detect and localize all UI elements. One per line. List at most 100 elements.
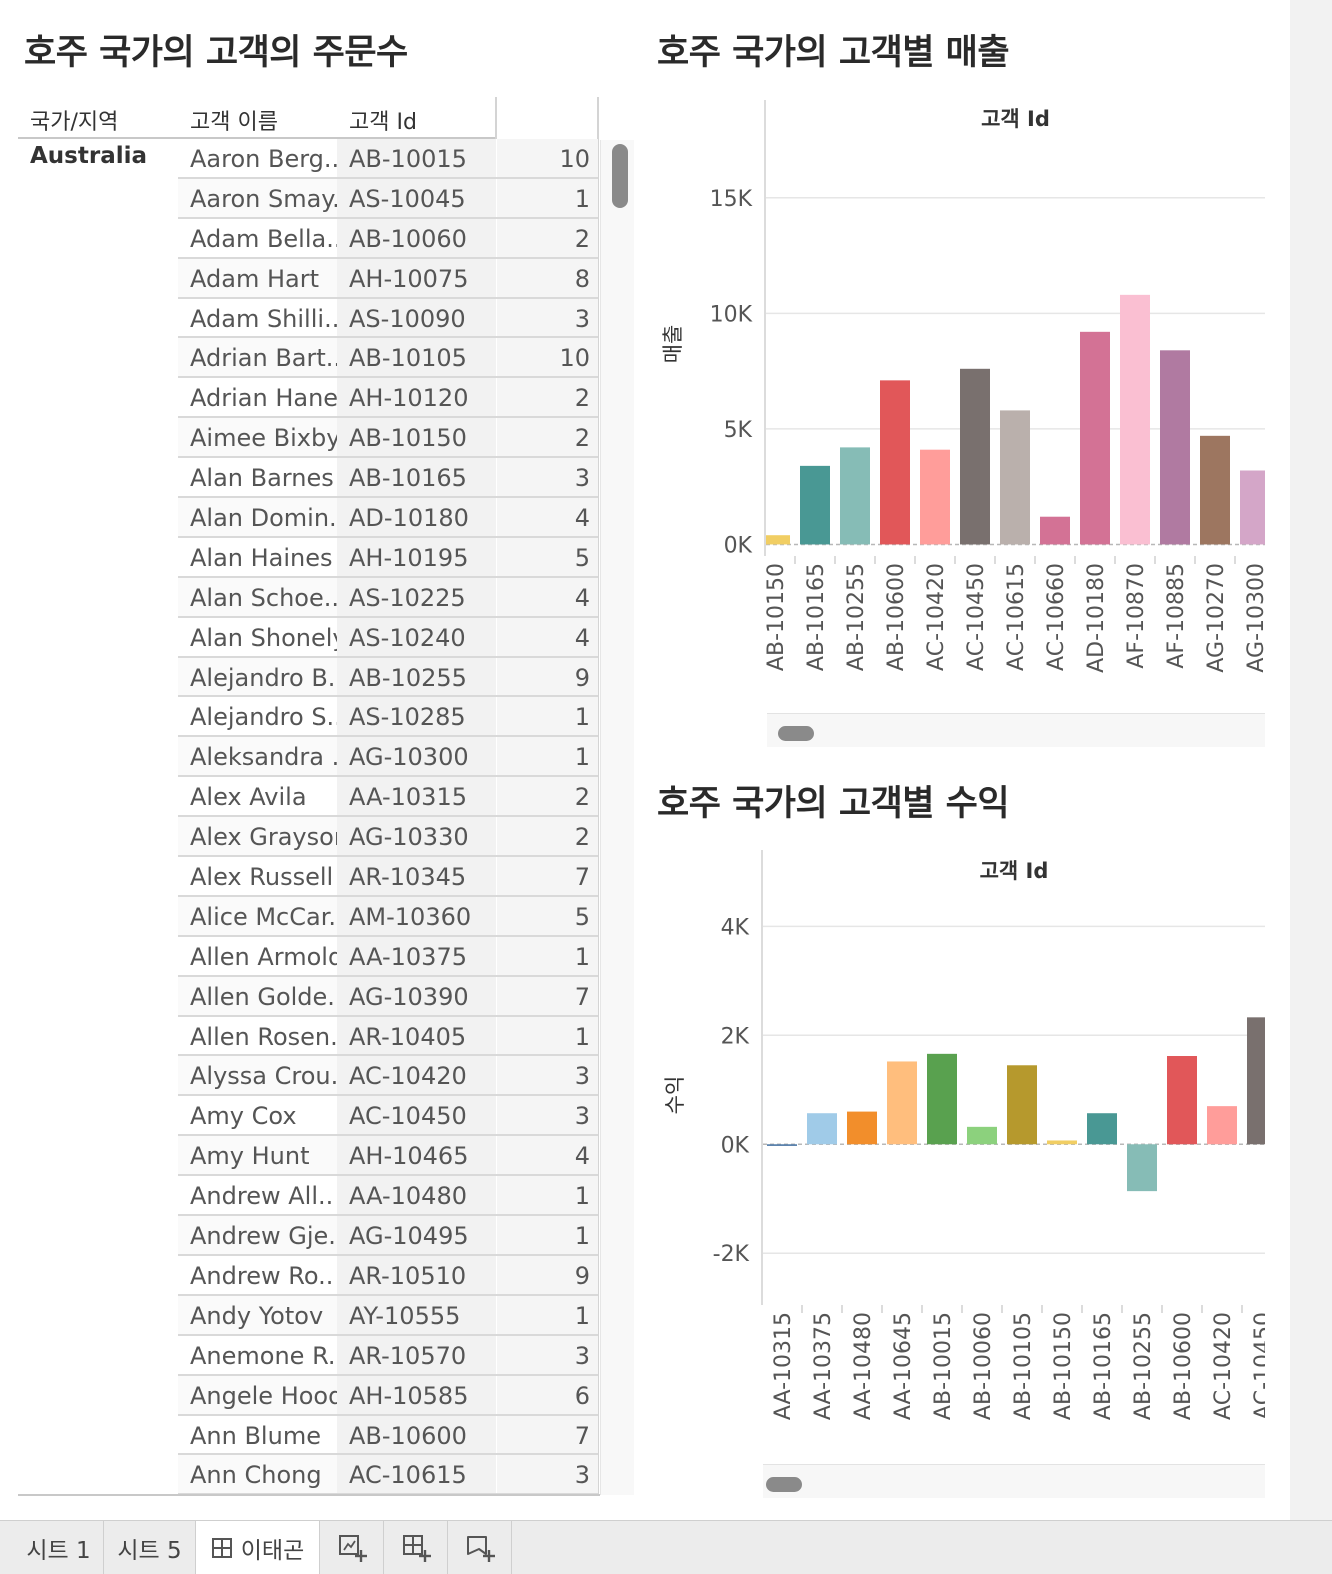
profit-chart-hscroll-thumb[interactable] bbox=[766, 1477, 802, 1492]
order-count-cell[interactable]: 1 bbox=[497, 1016, 598, 1057]
customer-name-cell[interactable]: Alex Grayson bbox=[178, 817, 337, 858]
new-story-button[interactable] bbox=[448, 1521, 512, 1574]
sales-chart[interactable]: 고객 Id 매출 0K 5K 10K 15K AB-10150 AB-10165 AB-1025… bbox=[640, 100, 1280, 710]
customer-id-cell[interactable]: AM-10360 bbox=[337, 896, 496, 937]
order-count-cell[interactable]: 1 bbox=[497, 1176, 598, 1217]
customer-id-cell[interactable]: AD-10180 bbox=[337, 498, 496, 538]
customer-name-cell[interactable]: Alan Shonely bbox=[190, 623, 337, 652]
bar[interactable] bbox=[1087, 1113, 1117, 1145]
customer-name-cell[interactable]: Andy Yotov bbox=[178, 1295, 337, 1336]
customer-id-cell[interactable]: AG-10495 bbox=[337, 1216, 496, 1256]
customer-name-cell[interactable]: Alejandro B.. bbox=[178, 657, 337, 698]
customer-name-cell[interactable]: Aaron Smay.. bbox=[178, 178, 337, 219]
bar[interactable] bbox=[1160, 350, 1190, 545]
customer-id-cell[interactable]: AG-10330 bbox=[337, 817, 496, 858]
bar[interactable] bbox=[1207, 1106, 1237, 1145]
order-count-cell[interactable]: 1 bbox=[497, 737, 598, 778]
bar[interactable] bbox=[887, 1061, 917, 1145]
tab-sheet-5[interactable]: 시트 5 bbox=[104, 1521, 196, 1574]
bar[interactable] bbox=[927, 1053, 957, 1145]
customer-name-cell[interactable]: Alex Russell bbox=[190, 863, 334, 892]
order-count-cell[interactable]: 9 bbox=[497, 657, 598, 698]
order-count-cell[interactable]: 4 bbox=[497, 577, 598, 618]
customer-id-cell[interactable]: AR-10345 bbox=[337, 857, 496, 897]
customer-id-cell[interactable]: AB-10105 bbox=[337, 338, 496, 379]
customer-id-cell[interactable]: AC-10420 bbox=[337, 1056, 496, 1097]
bar[interactable] bbox=[1080, 331, 1110, 545]
order-count-cell[interactable]: 3 bbox=[497, 1056, 598, 1097]
table-row[interactable]: Aleksandra .. AG-10300 1 bbox=[178, 737, 598, 778]
order-count-cell[interactable]: 1 bbox=[497, 178, 598, 219]
table-row[interactable]: Alejandro S.. AS-10285 1 bbox=[178, 697, 598, 738]
customer-name-cell[interactable]: Angele Hood bbox=[178, 1375, 337, 1416]
customer-name-cell[interactable]: Alyssa Crou.. bbox=[178, 1056, 337, 1097]
customer-id-cell[interactable]: AH-10465 bbox=[337, 1136, 496, 1177]
bar[interactable] bbox=[840, 447, 870, 545]
customer-name-cell[interactable]: Amy Hunt bbox=[178, 1136, 337, 1177]
table-row[interactable]: Andy Yotov AY-10555 1 bbox=[178, 1295, 598, 1336]
customer-id-cell[interactable]: AB-10060 bbox=[337, 218, 496, 259]
order-count-cell[interactable]: 3 bbox=[497, 1096, 598, 1137]
customer-name-cell[interactable]: Amy Cox bbox=[190, 1102, 297, 1131]
table-row[interactable]: Aaron Berg.. AB-10015 10 bbox=[178, 139, 598, 179]
order-count-cell[interactable]: 5 bbox=[497, 896, 598, 937]
bar[interactable] bbox=[920, 449, 950, 545]
table-row[interactable]: Adrian Bart.. AB-10105 10 bbox=[178, 338, 598, 379]
tab-dashboard[interactable]: 이태곤 bbox=[196, 1521, 320, 1574]
table-row[interactable]: Adam Hart AH-10075 8 bbox=[178, 258, 598, 299]
order-count-cell[interactable]: 2 bbox=[497, 817, 598, 858]
customer-id-cell[interactable]: AB-10600 bbox=[337, 1415, 496, 1456]
table-row[interactable]: Alan Schoe.. AS-10225 4 bbox=[178, 577, 598, 618]
table-row[interactable]: Andrew Ro.. AR-10510 9 bbox=[178, 1255, 598, 1296]
customer-id-cell[interactable]: AB-10150 bbox=[337, 418, 496, 459]
table-row[interactable]: Andrew Gje.. AG-10495 1 bbox=[178, 1216, 598, 1256]
customer-name-cell[interactable]: Aimee Bixby bbox=[178, 418, 337, 459]
customer-name-cell[interactable]: Alan Haines bbox=[190, 543, 333, 572]
table-row[interactable]: Alejandro B.. AB-10255 9 bbox=[178, 657, 598, 698]
customer-name-cell[interactable]: Aaron Berg.. bbox=[190, 145, 337, 173]
order-count-cell[interactable]: 3 bbox=[497, 1455, 598, 1496]
customer-name-cell[interactable]: Allen Armold bbox=[190, 942, 337, 971]
customer-name-cell[interactable]: Alice McCar.. bbox=[178, 896, 337, 937]
order-count-cell[interactable]: 2 bbox=[497, 378, 598, 419]
header-country[interactable]: 국가/지역 bbox=[30, 110, 119, 135]
order-count-cell[interactable]: 1 bbox=[497, 1295, 598, 1336]
order-count-cell[interactable]: 3 bbox=[497, 458, 598, 499]
customer-id-cell[interactable]: AG-10300 bbox=[337, 737, 496, 778]
bar[interactable] bbox=[767, 1144, 797, 1146]
order-count-cell[interactable]: 10 bbox=[497, 338, 598, 379]
order-count-cell[interactable]: 2 bbox=[497, 218, 598, 259]
customer-id-cell[interactable]: AS-10090 bbox=[337, 298, 496, 339]
bar[interactable] bbox=[1040, 516, 1070, 545]
customer-id-cell[interactable]: AA-10375 bbox=[337, 936, 496, 977]
table-row[interactable]: Allen Armold AA-10375 1 bbox=[178, 936, 598, 977]
table-scrollbar-thumb[interactable] bbox=[612, 144, 628, 208]
order-count-cell[interactable]: 4 bbox=[497, 1136, 598, 1177]
customer-name-cell[interactable]: Allen Golde.. bbox=[178, 976, 337, 1017]
customer-id-cell[interactable]: AR-10405 bbox=[337, 1016, 496, 1057]
table-row[interactable]: Andrew All.. AA-10480 1 bbox=[178, 1176, 598, 1217]
order-count-cell[interactable]: 1 bbox=[497, 936, 598, 977]
country-cell[interactable]: Australia bbox=[30, 143, 148, 169]
customer-name-cell[interactable]: Adam Bella.. bbox=[190, 224, 337, 253]
customer-id-cell[interactable]: AR-10510 bbox=[337, 1255, 496, 1296]
sales-chart-hscroll-thumb[interactable] bbox=[778, 726, 814, 741]
order-count-cell[interactable]: 3 bbox=[497, 298, 598, 339]
order-count-cell[interactable]: 6 bbox=[497, 1375, 598, 1416]
order-count-cell[interactable]: 7 bbox=[497, 976, 598, 1017]
order-count-cell[interactable]: 10 bbox=[497, 139, 598, 179]
table-row[interactable]: Alex Avila AA-10315 2 bbox=[178, 777, 598, 818]
customer-name-cell[interactable]: Ann Chong bbox=[178, 1455, 337, 1496]
customer-name-cell[interactable]: Andrew Gje.. bbox=[178, 1216, 337, 1256]
table-row[interactable]: Aaron Smay.. AS-10045 1 bbox=[178, 178, 598, 219]
table-row[interactable]: Allen Golde.. AG-10390 7 bbox=[178, 976, 598, 1017]
order-count-cell[interactable]: 1 bbox=[497, 697, 598, 738]
customer-name-cell[interactable]: Adrian Bart.. bbox=[178, 338, 337, 379]
customer-id-cell[interactable]: AB-10015 bbox=[337, 139, 496, 179]
profit-chart-hscrollbar[interactable] bbox=[763, 1464, 1265, 1498]
table-row[interactable]: Alex Russell AR-10345 7 bbox=[178, 857, 598, 897]
customer-name-cell[interactable]: Aleksandra .. bbox=[178, 737, 337, 778]
customer-id-cell[interactable]: AY-10555 bbox=[337, 1295, 496, 1336]
order-count-cell[interactable]: 7 bbox=[497, 1415, 598, 1456]
table-row[interactable]: Alan Barnes AB-10165 3 bbox=[178, 458, 598, 499]
